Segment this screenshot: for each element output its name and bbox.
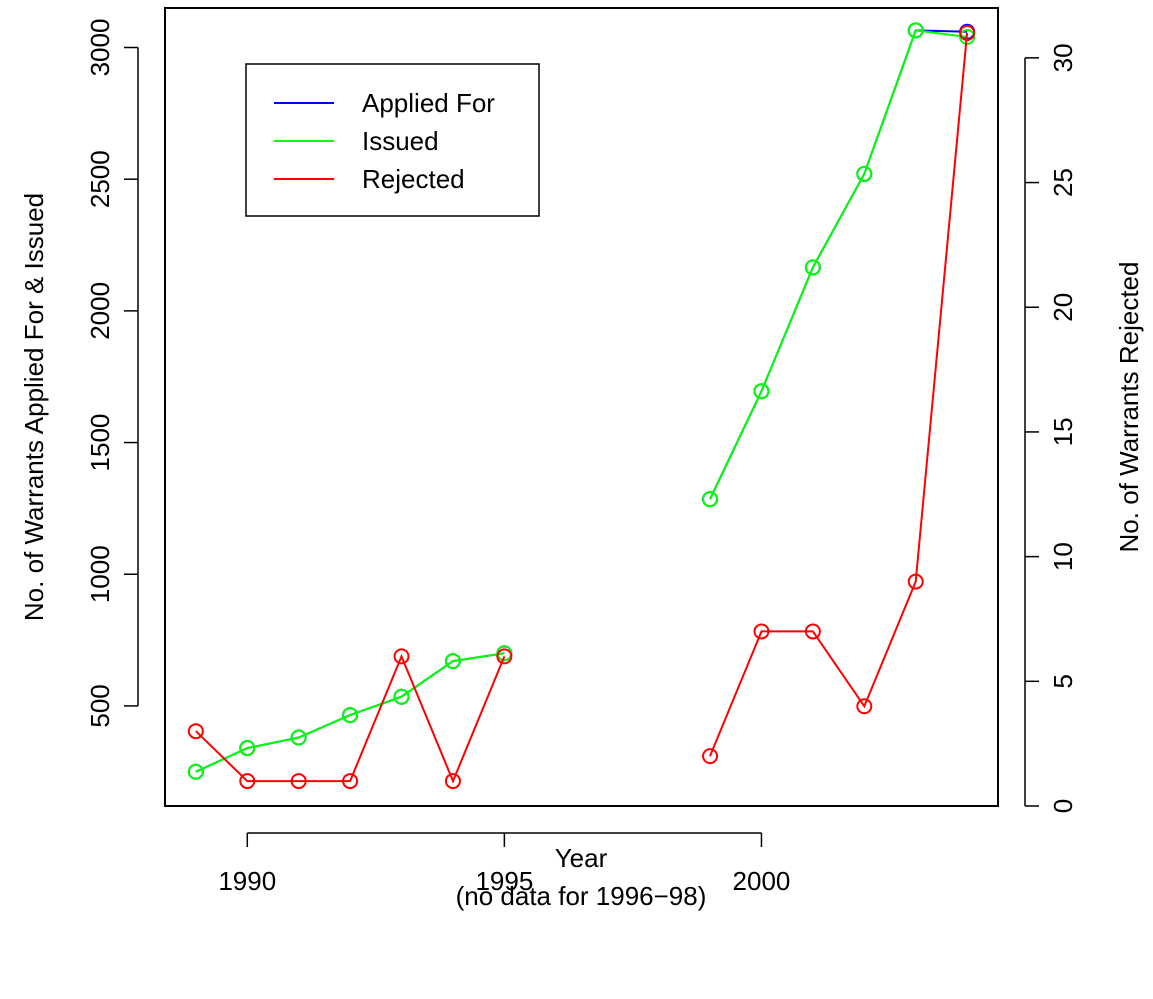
series-line-applied-for — [709, 29, 968, 500]
data-point-rejected — [187, 723, 204, 740]
data-point-rejected — [959, 24, 976, 41]
y-left-tick-label: 1500 — [85, 414, 115, 472]
legend-label-applied-for: Applied For — [362, 88, 495, 118]
axes-layer: 1990 1995 2000 500 1000 1500 2000 2500 3000 0 5 10 1… — [85, 19, 1078, 896]
data-point-rejected — [290, 773, 307, 790]
y-right-tick-label: 30 — [1048, 43, 1078, 72]
legend-label-rejected: Rejected — [362, 164, 465, 194]
y-right-axis-title: No. of Warrants Rejected — [1114, 262, 1144, 553]
legend-label-issued: Issued — [362, 126, 439, 156]
y-left-tick-label: 3000 — [85, 19, 115, 77]
data-point-rejected — [702, 748, 719, 765]
y-left-axis-title: No. of Warrants Applied For & Issued — [19, 193, 49, 621]
data-point-rejected — [856, 698, 873, 715]
y-left-tick-label: 2500 — [85, 150, 115, 208]
y-right-tick-label: 15 — [1048, 417, 1078, 446]
data-point-rejected — [239, 773, 256, 790]
y-left-tick-label: 500 — [85, 684, 115, 727]
series-line-rejected — [709, 32, 969, 757]
data-point-rejected — [342, 773, 359, 790]
y-right-tick-label: 10 — [1048, 542, 1078, 571]
series-line-issued — [709, 29, 968, 500]
data-point-issued — [907, 22, 924, 39]
series-line-rejected — [195, 653, 506, 784]
series-rejected — [187, 24, 976, 790]
x-tick-label: 1990 — [218, 866, 276, 896]
data-point-rejected — [496, 648, 513, 665]
series-layer — [187, 22, 976, 790]
data-point-issued — [959, 28, 976, 45]
data-point-issued — [856, 165, 873, 182]
series-issued — [187, 22, 976, 780]
y-right-tick-label: 0 — [1048, 799, 1078, 813]
y-left-tick-label: 2000 — [85, 282, 115, 340]
data-point-issued — [187, 763, 204, 780]
data-point-issued — [239, 740, 256, 757]
data-point-issued — [342, 707, 359, 724]
y-left-tick-label: 1000 — [85, 545, 115, 603]
y-right-tick-label: 5 — [1048, 674, 1078, 688]
legend: Applied For Issued Rejected — [245, 63, 540, 217]
x-axis-title: Year — [555, 843, 608, 873]
x-tick-label: 2000 — [733, 866, 791, 896]
y-right-tick-label: 25 — [1048, 168, 1078, 197]
data-point-issued — [753, 383, 770, 400]
data-point-issued — [290, 729, 307, 746]
data-point-issued — [444, 653, 461, 670]
y-right-tick-label: 20 — [1048, 293, 1078, 322]
x-tick-label: 1995 — [475, 866, 533, 896]
x-axis-note: (no data for 1996−98) — [456, 881, 707, 911]
data-point-rejected — [393, 648, 410, 665]
data-point-issued — [702, 491, 719, 508]
plot-frame — [164, 7, 999, 807]
data-point-rejected — [753, 623, 770, 640]
data-point-rejected — [444, 773, 461, 790]
series-line-issued — [195, 652, 505, 773]
data-point-rejected — [907, 573, 924, 590]
data-point-issued — [393, 688, 410, 705]
data-point-issued — [804, 259, 821, 276]
data-point-rejected — [804, 623, 821, 640]
